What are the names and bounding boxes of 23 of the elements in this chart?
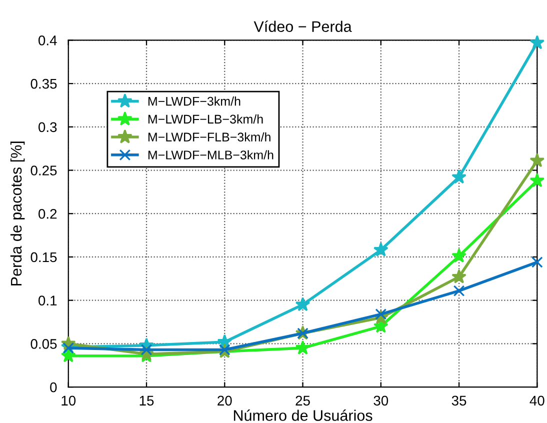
x-tick-label: 15: [140, 396, 154, 406]
y-tick-label: 0.05: [30, 339, 57, 349]
legend-label: M−LWDF−MLB−3km/h: [148, 150, 274, 160]
x-tick-label: 10: [62, 396, 76, 406]
y-axis-title: Perda de pacotes [%]: [10, 142, 25, 286]
legend-label: M−LWDF−3km/h: [148, 96, 240, 106]
x-tick-label: 25: [296, 396, 310, 406]
chart-title: Vídeo − Perda: [254, 20, 352, 32]
x-tick-label: 40: [530, 396, 544, 406]
x-tick-label: 20: [218, 396, 232, 406]
x-axis-title: Número de Usuários: [234, 410, 372, 421]
y-tick-label: 0.35: [30, 78, 57, 89]
y-tick-label: 0.15: [30, 252, 57, 262]
legend-label: M−LWDF−LB−3km/h: [148, 114, 263, 124]
x-tick-label: 35: [452, 396, 466, 406]
y-tick-label: 0.3: [38, 122, 57, 132]
legend-label: M−LWDF−FLB−3km/h: [148, 132, 270, 142]
y-tick-label: 0.4: [38, 36, 57, 46]
x-tick-label: 30: [374, 396, 388, 406]
y-tick-label: 0.25: [30, 166, 57, 176]
y-tick-label: 0.2: [38, 208, 57, 219]
y-tick-label: 0.1: [38, 296, 57, 306]
y-tick-label: 0: [50, 382, 57, 392]
